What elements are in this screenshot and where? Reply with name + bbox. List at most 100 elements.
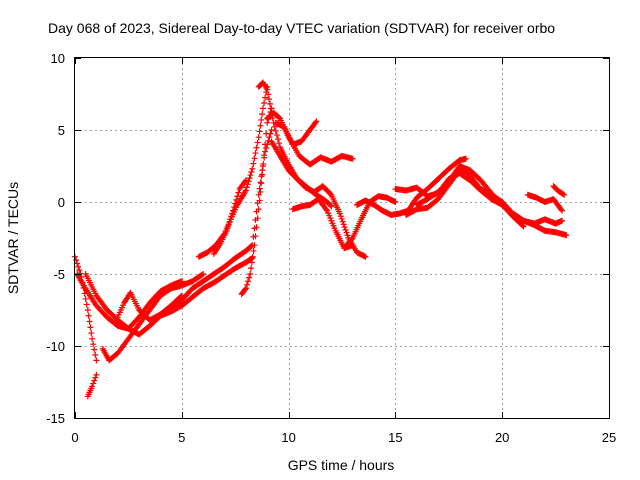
data-point [327, 202, 334, 209]
x-tick-label: 15 [388, 430, 402, 445]
data-point [392, 199, 399, 205]
grid [75, 58, 609, 418]
data-point [342, 226, 349, 233]
data-point [250, 160, 257, 167]
data-point [265, 91, 272, 98]
data-point [227, 216, 234, 223]
y-tick-label: -10 [46, 339, 65, 354]
data-point [254, 139, 261, 146]
data-point [86, 318, 93, 325]
data-point [88, 330, 95, 337]
data-point [340, 221, 347, 228]
series-track-16 [341, 193, 399, 252]
data-point [558, 206, 565, 213]
data-point [92, 374, 99, 381]
data-point [561, 191, 568, 198]
data-point [341, 224, 348, 231]
data-point [249, 165, 256, 172]
data-point [247, 172, 254, 179]
data-point [199, 271, 206, 278]
data-point [90, 380, 97, 387]
data-point [560, 191, 567, 198]
data-point [258, 116, 265, 123]
data-point [233, 196, 240, 203]
data-point [261, 100, 268, 106]
data-point [248, 168, 255, 175]
axis-ticks [75, 58, 610, 419]
data-point [262, 94, 269, 101]
data-point [262, 148, 269, 155]
data-point [519, 222, 526, 229]
data-point [262, 141, 269, 148]
data-point [87, 324, 94, 331]
data-point [312, 119, 319, 126]
data-point [266, 134, 273, 141]
data-point [255, 134, 262, 141]
y-axis-label: SDTVAR / TECUs [5, 182, 21, 294]
data-point [246, 274, 253, 281]
data-point [232, 200, 239, 207]
data-point [267, 105, 274, 112]
data-point [263, 130, 270, 137]
data-point [83, 301, 90, 308]
data-point [257, 179, 264, 186]
data-point [274, 136, 281, 143]
data-point [84, 307, 91, 313]
data-point [273, 132, 280, 139]
plot-frame [74, 57, 610, 419]
y-tick-label: 5 [58, 123, 65, 138]
data-point [257, 188, 264, 195]
data-point [259, 111, 266, 118]
series-track-5 [99, 271, 207, 364]
data-point [247, 271, 254, 277]
data-point [91, 346, 98, 353]
data-point [250, 247, 257, 254]
data-point [462, 155, 469, 162]
data-point [74, 260, 81, 267]
data-point [559, 207, 566, 214]
data-point [252, 233, 259, 240]
data-point [76, 267, 83, 274]
data-point [89, 335, 96, 342]
series-track-20 [413, 163, 527, 230]
data-point [93, 357, 100, 364]
data-point [336, 210, 343, 217]
series-track-21 [524, 191, 566, 214]
data-point [235, 189, 242, 196]
data-point [248, 243, 255, 250]
data-point [242, 286, 249, 293]
data-point [256, 128, 263, 135]
data-point [256, 185, 263, 192]
x-tick-label: 5 [178, 430, 185, 445]
x-tick-label: 0 [71, 430, 78, 445]
data-point [266, 100, 273, 107]
series-track-14 [268, 138, 369, 260]
data-point [252, 150, 259, 157]
data-point [255, 206, 262, 213]
data-point [259, 163, 266, 169]
data-point [349, 155, 356, 162]
data-point [272, 127, 279, 134]
series-track-1 [72, 253, 100, 364]
series-track-22 [550, 183, 568, 198]
data-point [261, 152, 268, 159]
data-point [90, 341, 97, 348]
data-point [243, 184, 250, 191]
y-tick-label: 0 [58, 195, 65, 210]
data-point [266, 96, 273, 103]
series-track-7 [157, 127, 275, 318]
data-point [337, 213, 344, 220]
x-axis-label: GPS time / hours [288, 457, 395, 473]
data-point [251, 242, 258, 249]
data-point [229, 210, 236, 217]
data-point [349, 242, 356, 249]
data-point [248, 265, 255, 272]
data-point [226, 219, 233, 226]
y-tick-label: -5 [53, 267, 65, 282]
data-point [263, 145, 270, 151]
data-point [259, 105, 266, 112]
series-track-8 [195, 83, 271, 260]
x-tick-label: 10 [281, 430, 295, 445]
y-tick-label: -15 [46, 411, 65, 426]
